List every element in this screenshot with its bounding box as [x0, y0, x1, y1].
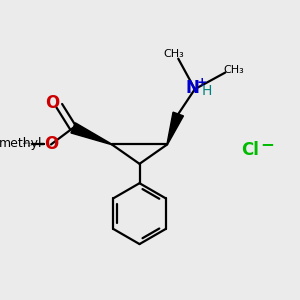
Polygon shape: [167, 112, 184, 145]
Text: methyl: methyl: [29, 142, 34, 144]
Text: CH₃: CH₃: [223, 65, 244, 75]
Text: methyl: methyl: [23, 142, 28, 144]
Text: methyl: methyl: [33, 143, 38, 145]
Text: −: −: [260, 136, 274, 154]
Text: +: +: [196, 76, 207, 89]
Text: methyl: methyl: [28, 145, 32, 146]
Text: CH₃: CH₃: [164, 49, 184, 59]
Text: N: N: [185, 79, 199, 97]
Text: methyl: methyl: [25, 142, 30, 143]
Text: Cl: Cl: [241, 141, 259, 159]
Text: O: O: [44, 136, 58, 154]
Polygon shape: [71, 123, 112, 145]
Text: methyl: methyl: [25, 143, 30, 145]
Text: O: O: [45, 94, 59, 112]
Text: H: H: [201, 83, 212, 98]
Text: methyl: methyl: [0, 136, 42, 150]
